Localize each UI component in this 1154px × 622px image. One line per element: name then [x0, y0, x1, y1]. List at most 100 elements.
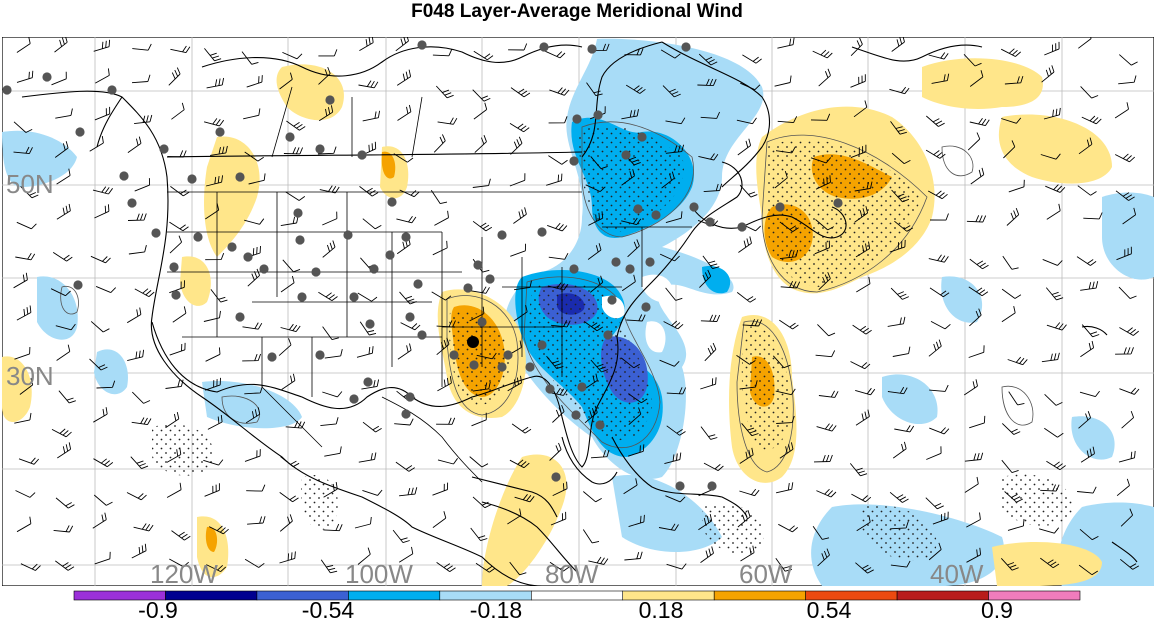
- wind-barb: [432, 482, 449, 496]
- wind-barb: [891, 37, 905, 52]
- wind-barb: [354, 516, 372, 529]
- wind-barb: [970, 167, 985, 185]
- wind-barb: [16, 221, 37, 230]
- wind-barb: [171, 530, 191, 541]
- wind-barb: [850, 361, 871, 370]
- wind-barb: [889, 239, 906, 253]
- wind-barb: [929, 427, 950, 435]
- wind-barb: [742, 319, 763, 327]
- station-dot: [2, 85, 12, 95]
- wind-barb: [358, 452, 377, 463]
- wind-barb: [93, 407, 108, 423]
- colorbar-label-0.9: 0.9: [981, 597, 1013, 622]
- wind-barb: [1002, 255, 1019, 270]
- wind-barb: [855, 387, 876, 396]
- station-dot: [675, 481, 685, 491]
- wind-barb: [131, 543, 147, 559]
- wind-barb: [1040, 557, 1060, 569]
- wind-barb: [1001, 117, 1022, 124]
- wind-barb: [473, 102, 488, 120]
- wind-barb: [851, 493, 872, 503]
- wind-barb: [969, 308, 982, 327]
- station-dot: [385, 250, 395, 260]
- wind-barb: [15, 490, 36, 498]
- wind-barb: [855, 409, 870, 426]
- wind-barb: [1042, 258, 1063, 266]
- station-dot: [387, 197, 397, 207]
- wind-barb: [358, 80, 379, 89]
- wind-barb: [507, 508, 522, 525]
- wind-barb: [855, 562, 874, 574]
- wind-barb: [16, 305, 32, 321]
- station-dot: [107, 85, 117, 95]
- wind-barb: [810, 157, 832, 164]
- wind-barb: [590, 156, 608, 170]
- station-dot: [405, 312, 415, 322]
- wind-barb: [928, 542, 942, 561]
- wind-barb: [658, 523, 679, 531]
- station-dot: [295, 235, 305, 245]
- wind-barb: [285, 421, 306, 429]
- wind-barb: [16, 37, 31, 53]
- wind-barb: [396, 215, 417, 224]
- wind-barb: [665, 495, 686, 503]
- map-panel: 50N 30N 120W 100W 80W 60W 40W: [2, 37, 1154, 586]
- wind-barb: [774, 75, 792, 87]
- wind-barb: [547, 222, 568, 232]
- wind-barb: [1078, 137, 1093, 155]
- wind-barb: [1044, 427, 1064, 438]
- station-dot: [645, 257, 655, 267]
- wind-barb: [627, 239, 640, 258]
- colorbar-swatch: [165, 590, 258, 601]
- wind-barb: [52, 252, 73, 262]
- wind-barb: [206, 77, 225, 89]
- wind-barb: [626, 314, 646, 322]
- wind-barb: [279, 514, 293, 532]
- coastlines: [21, 41, 1138, 586]
- station-dot: [169, 262, 179, 272]
- selected-station-marker: [467, 336, 479, 348]
- wind-barb: [1007, 356, 1028, 366]
- station-dot: [243, 252, 253, 262]
- wind-barb: [583, 321, 604, 332]
- wind-barb: [134, 288, 155, 297]
- colorbar-label-neg-0.54: -0.54: [302, 597, 355, 622]
- wind-barb: [16, 516, 32, 533]
- wind-barb: [127, 213, 147, 221]
- station-dot: [401, 232, 411, 242]
- wind-barb: [778, 523, 798, 533]
- wind-barb: [624, 551, 643, 561]
- wind-barb: [850, 74, 866, 88]
- wind-barb: [203, 459, 224, 466]
- wind-barb: [394, 418, 414, 426]
- wind-barb: [929, 287, 950, 298]
- wind-barb: [1119, 327, 1139, 336]
- wind-barb: [513, 207, 527, 224]
- station-dot: [651, 210, 661, 220]
- station-dot: [737, 222, 747, 232]
- wind-barb: [508, 43, 528, 51]
- wind-barb: [663, 320, 684, 330]
- wind-barb: [1081, 115, 1102, 125]
- wind-barb: [736, 292, 757, 303]
- wind-barb: [204, 48, 222, 62]
- wind-barb: [205, 252, 225, 261]
- wind-barb: [279, 551, 296, 564]
- wind-barb: [318, 66, 331, 85]
- wind-barb: [929, 213, 949, 221]
- wind-barb: [93, 39, 111, 52]
- station-dot: [171, 290, 181, 300]
- station-dot: [349, 394, 359, 404]
- wind-barb: [737, 138, 752, 156]
- wind-barb: [134, 178, 151, 192]
- wind-barb: [818, 272, 831, 291]
- wind-barb: [205, 347, 221, 362]
- wind-barb: [1043, 107, 1061, 120]
- station-dot: [449, 350, 459, 360]
- wind-barb: [926, 115, 945, 127]
- wind-barb: [779, 249, 799, 260]
- wind-barb: [320, 417, 339, 427]
- station-dot: [343, 230, 353, 240]
- station-dot: [551, 472, 561, 482]
- station-dot: [633, 204, 643, 214]
